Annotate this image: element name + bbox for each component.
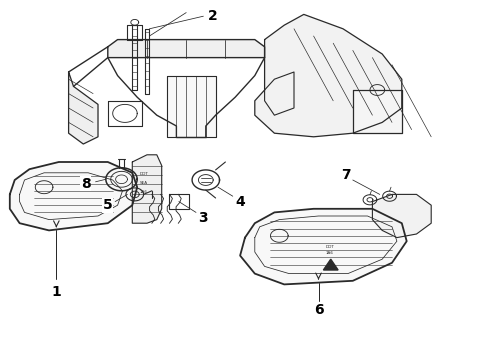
Text: 8: 8 — [81, 177, 91, 190]
Polygon shape — [69, 72, 98, 144]
Text: 2: 2 — [208, 9, 218, 23]
Text: DOT: DOT — [326, 246, 335, 249]
Polygon shape — [167, 76, 216, 137]
Polygon shape — [240, 209, 407, 284]
Text: 5: 5 — [103, 198, 113, 212]
Polygon shape — [323, 259, 338, 270]
Text: 1A6: 1A6 — [326, 251, 334, 255]
Text: 4: 4 — [235, 195, 245, 208]
Text: DOT: DOT — [140, 172, 148, 176]
Text: 3: 3 — [198, 211, 208, 225]
Text: 6: 6 — [314, 303, 323, 316]
Polygon shape — [353, 90, 402, 133]
Polygon shape — [10, 162, 137, 230]
Text: SEA: SEA — [140, 181, 148, 185]
Polygon shape — [108, 40, 265, 58]
Text: 1: 1 — [51, 285, 61, 298]
Text: 1A6: 1A6 — [140, 190, 147, 194]
Text: 7: 7 — [341, 168, 350, 181]
Polygon shape — [132, 155, 162, 223]
Polygon shape — [255, 14, 402, 137]
Polygon shape — [372, 194, 431, 238]
